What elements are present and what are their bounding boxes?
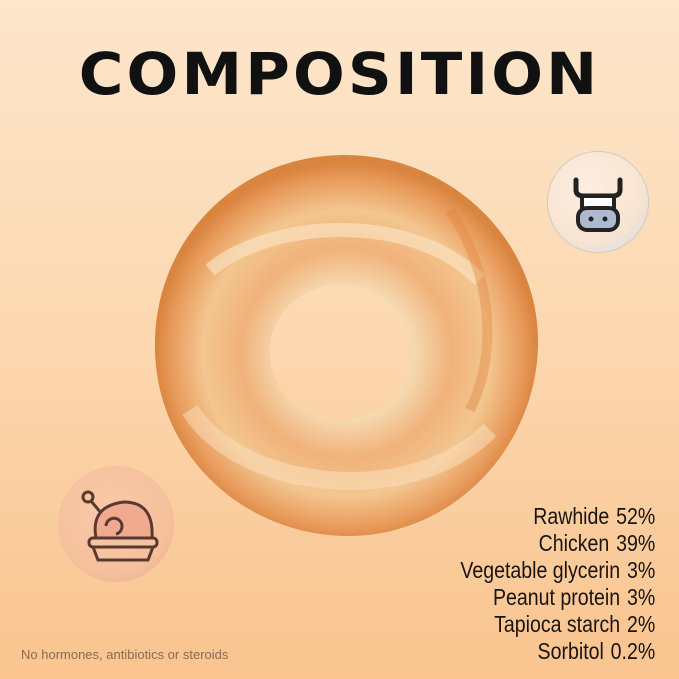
- ingredient-row: Vegetable glycerin 3%: [460, 557, 655, 584]
- rawhide-donut-image: [154, 155, 539, 537]
- ingredient-name: Chicken: [538, 530, 610, 556]
- ingredient-row: Tapioca starch 2%: [460, 611, 655, 638]
- ingredient-name: Vegetable glycerin: [460, 557, 620, 583]
- ingredient-row: Rawhide 52%: [460, 503, 655, 530]
- cow-icon-bubble: [548, 152, 648, 252]
- page-title: COMPOSITION: [78, 40, 601, 108]
- ingredient-list: Rawhide 52% Chicken 39% Vegetable glycerin…: [426, 503, 655, 665]
- ingredient-percent: 0.2%: [610, 638, 655, 664]
- ingredient-name: Rawhide: [532, 503, 610, 529]
- ingredient-percent: 39%: [615, 530, 655, 556]
- ingredient-row: Sorbitol 0.2%: [460, 638, 655, 665]
- ingredient-name: Tapioca starch: [493, 611, 620, 637]
- ingredient-name: Sorbitol: [537, 638, 604, 664]
- cow-icon: [573, 177, 623, 232]
- ingredient-row: Peanut protein 3%: [460, 584, 655, 611]
- ingredient-percent: 2%: [626, 611, 655, 637]
- ingredient-name: Peanut protein: [492, 584, 620, 610]
- chicken-icon-bubble: [58, 466, 174, 582]
- ingredient-percent: 52%: [615, 503, 655, 529]
- ingredient-row: Chicken 39%: [460, 530, 655, 557]
- disclaimer-note: No hormones, antibiotics or steroids: [21, 647, 229, 662]
- ingredient-percent: 3%: [626, 584, 655, 610]
- roast-chicken-icon: [81, 490, 159, 562]
- ingredient-percent: 3%: [626, 557, 655, 583]
